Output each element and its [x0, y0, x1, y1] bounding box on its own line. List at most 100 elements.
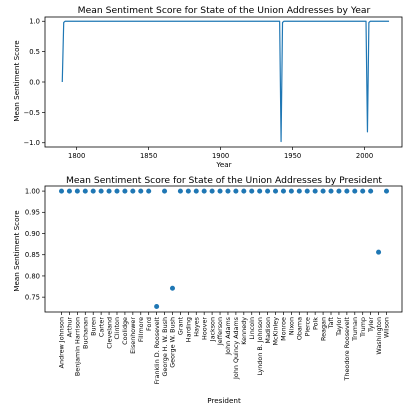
chart2-point — [241, 188, 247, 194]
chart2-point — [312, 188, 318, 194]
chart2-xtick-label: Buren — [89, 317, 97, 336]
chart2-ytick-label: 1.00 — [25, 187, 40, 195]
chart2-xtick-label: Franklin D. Roosevelt — [153, 317, 161, 385]
chart2-point — [249, 188, 255, 194]
chart2-xtick-label: Wilson — [383, 317, 391, 338]
chart2-ytick-label: 0.80 — [25, 272, 40, 280]
chart2-point — [328, 188, 334, 194]
chart2-xtick-label: Tyler — [367, 317, 375, 333]
chart2-xtick-label: Nixon — [288, 317, 296, 335]
chart2-xtick-label: Lincoln — [248, 317, 256, 340]
chart2-point — [154, 303, 160, 309]
chart2-xtick-label: Kennedy — [240, 317, 248, 345]
chart2-xtick-label: Harding — [185, 317, 193, 342]
chart2-point — [265, 188, 271, 194]
chart2-point — [193, 188, 199, 194]
chart2-xtick-label: John Quincy Adams — [232, 316, 240, 380]
chart1-ylabel: Mean Sentiment Score — [12, 40, 21, 122]
chart2-point — [162, 188, 168, 194]
chart2-ytick-label: 0.90 — [25, 230, 40, 238]
chart2-plot-frame — [44, 185, 403, 313]
chart2-point — [169, 285, 175, 291]
chart2-xtick-label: George W. Bush — [169, 317, 177, 368]
chart2-xtick-label: George H. W. Bush — [161, 317, 169, 377]
chart-sentiment-by-year: Mean Sentiment Score for State of the Un… — [12, 5, 403, 169]
chart2-point — [82, 188, 88, 194]
chart2-xtick-label: Carter — [97, 317, 105, 337]
chart2-point — [304, 188, 310, 194]
chart2-point — [233, 188, 239, 194]
chart2-point — [130, 188, 136, 194]
chart2-point — [90, 188, 96, 194]
chart2-xtick-label: Polk — [311, 317, 319, 330]
chart2-point — [201, 188, 207, 194]
chart2-point — [122, 188, 128, 194]
chart2-point — [217, 188, 223, 194]
chart2-ytick-label: 0.75 — [25, 294, 40, 302]
chart2-point — [360, 188, 366, 194]
chart2-xtick-label: Hoover — [200, 317, 208, 340]
chart2-xtick-label: Benjamin Harrison — [74, 317, 82, 376]
chart2-xtick-label: McKinley — [272, 317, 280, 346]
chart1-plot-frame — [44, 16, 403, 148]
chart2-point — [66, 188, 72, 194]
chart1-ytick-label: 0.5 — [29, 48, 40, 56]
chart2-point — [344, 188, 350, 194]
chart2-xtick-label: Ford — [145, 317, 153, 331]
chart1-ytick-label: −0.5 — [23, 109, 40, 117]
chart2-point — [114, 188, 120, 194]
chart2-point — [106, 188, 112, 194]
chart2-point — [273, 188, 279, 194]
chart2-xtick-label: Grant — [177, 317, 185, 336]
chart-sentiment-by-president: Mean Sentiment Score for State of the Un… — [12, 175, 403, 405]
chart2-point — [376, 249, 382, 255]
chart2-point — [59, 188, 64, 194]
chart2-point — [320, 188, 326, 194]
chart2-title: Mean Sentiment Score for State of the Un… — [66, 175, 382, 186]
chart2-xtick-label: Fillmore — [137, 317, 145, 342]
chart2-point — [257, 188, 263, 194]
chart2-xtick-label: Trump — [359, 317, 367, 338]
chart2-xtick-label: Cleveland — [105, 317, 113, 349]
chart2-xtick-label: Buchanan — [81, 317, 89, 349]
chart2-xtick-label: Obama — [296, 317, 304, 340]
chart2-xtick-label: Madison — [264, 317, 272, 344]
chart2-xlabel: President — [207, 396, 241, 405]
chart1-xtick-label: 1800 — [68, 152, 85, 160]
chart1-series-line — [61, 20, 390, 143]
chart2-ytick-label: 0.95 — [25, 209, 40, 217]
chart2-ylabel: Mean Sentiment Score — [12, 210, 21, 292]
chart2-xtick-label: Clinton — [113, 317, 121, 340]
chart2-xtick-label: Hayes — [192, 316, 200, 336]
chart2-xtick-label: Monroe — [280, 317, 288, 341]
chart2-xtick-label: Taft — [327, 317, 335, 330]
chart1-title: Mean Sentiment Score for State of the Un… — [78, 5, 371, 16]
chart2-point — [288, 188, 294, 194]
chart2-point — [225, 188, 231, 194]
chart2-xtick-label: Washington — [375, 317, 383, 355]
chart2-xtick-label: Andrew Johnson — [58, 317, 66, 368]
chart2-xtick-label: Theodore Roosevelt — [343, 317, 351, 382]
chart2-xtick-label: Arthur — [66, 317, 74, 338]
chart2-xtick-label: Eisenhower — [129, 317, 137, 354]
chart1-xtick-label: 1850 — [140, 152, 157, 160]
chart2-point — [74, 188, 80, 194]
chart2-point — [146, 188, 152, 194]
chart2-point — [177, 188, 183, 194]
chart2-point — [280, 188, 286, 194]
chart2-point — [98, 188, 104, 194]
chart2-point — [368, 188, 374, 194]
chart1-xlabel: Year — [215, 160, 231, 169]
chart2-point — [209, 188, 215, 194]
chart2-xtick-label: Jackson — [208, 317, 216, 342]
chart2-point — [336, 188, 342, 194]
chart1-ytick-label: 1.0 — [29, 18, 40, 26]
chart2-xtick-label: Pierce — [303, 317, 311, 336]
chart2-point — [138, 188, 144, 194]
chart1-xtick-label: 1900 — [212, 152, 229, 160]
chart2-xtick-label: Lyndon B. Johnson — [256, 317, 264, 376]
chart2-xtick-label: Truman — [351, 317, 359, 342]
chart2-point — [352, 188, 358, 194]
chart2-xtick-label: Coolidge — [121, 317, 129, 345]
